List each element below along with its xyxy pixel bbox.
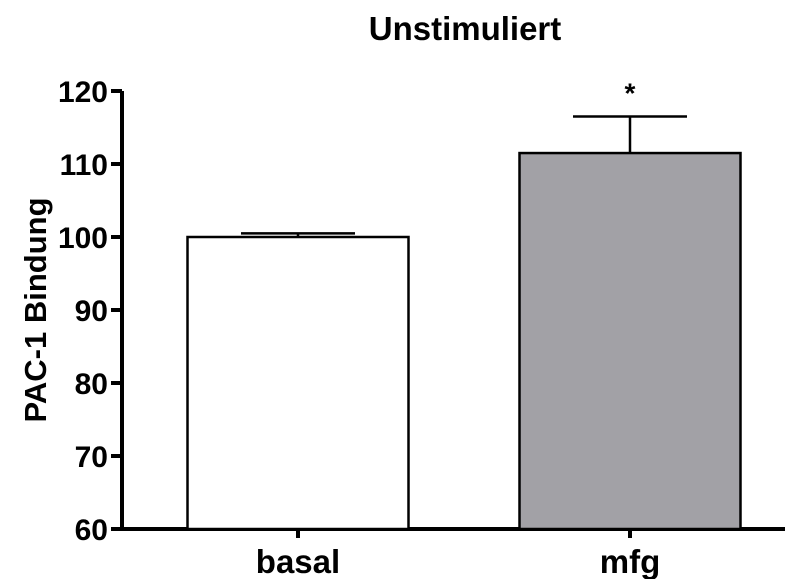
y-tick-label: 70 <box>75 441 108 474</box>
bar-basal <box>186 235 410 531</box>
y-axis-label: PAC-1 Bindung <box>18 197 53 422</box>
bar-mfg <box>518 151 742 531</box>
y-tick-label: 80 <box>75 368 108 401</box>
significance-marker-mfg: * <box>625 78 636 109</box>
y-tick-label: 110 <box>60 149 108 182</box>
x-tick-label-mfg: mfg <box>600 543 661 579</box>
chart-title: Unstimuliert <box>369 10 562 47</box>
y-tick-label: 100 <box>58 222 108 255</box>
y-tick-label: 60 <box>75 514 108 547</box>
plot-area: 60 70 80 90 100 110 120 basal * mfg <box>58 76 785 579</box>
y-tick-label: 120 <box>58 76 108 109</box>
y-tick-label: 90 <box>75 295 108 328</box>
x-tick-label-basal: basal <box>256 543 340 579</box>
